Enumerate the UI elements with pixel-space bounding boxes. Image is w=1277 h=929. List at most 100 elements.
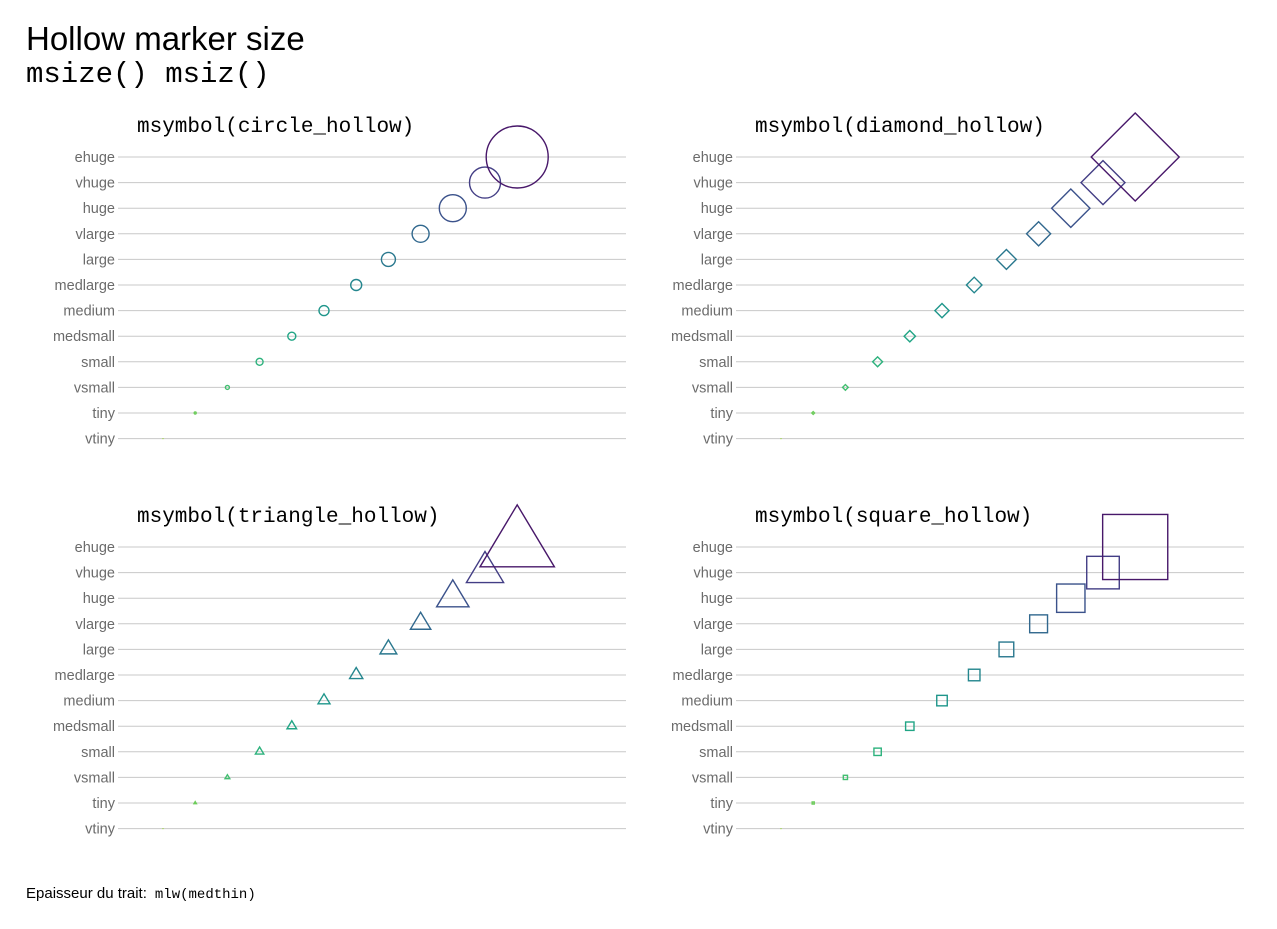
marker-tiny: [193, 411, 197, 415]
marker-vsmall: [842, 774, 849, 781]
y-tick-label: medlarge: [673, 278, 733, 294]
panel-title: msymbol(triangle_hollow): [137, 506, 440, 529]
marker-medsmall: [285, 719, 298, 730]
marker-medsmall: [904, 721, 915, 732]
circle-hollow-plot: vtiny tiny vsmall small medsmall medium medlar…: [53, 125, 626, 448]
marker-ehuge: [478, 503, 556, 568]
marker-huge: [438, 193, 467, 223]
marker-large: [378, 638, 399, 655]
y-tick-label: ehuge: [693, 540, 733, 556]
marker-vtiny: [780, 438, 782, 440]
marker-ehuge: [1090, 111, 1181, 203]
y-tick-label: tiny: [710, 796, 733, 812]
marker-small: [254, 745, 266, 755]
panel-title: msymbol(square_hollow): [755, 506, 1033, 529]
marker-large: [995, 248, 1018, 271]
y-tick-label: medlarge: [55, 668, 115, 684]
y-tick-label: large: [83, 252, 115, 268]
y-tick-label: vsmall: [74, 380, 115, 396]
y-tick-label: medium: [63, 694, 115, 710]
marker-huge: [1050, 188, 1091, 229]
marker-tiny: [810, 410, 816, 416]
marker-large: [998, 641, 1015, 658]
y-tick-label: tiny: [92, 796, 115, 812]
marker-ehuge: [485, 125, 549, 189]
marker-small: [255, 357, 264, 367]
y-tick-label: vhuge: [693, 176, 733, 192]
marker-vsmall: [224, 384, 231, 391]
y-tick-label: tiny: [710, 406, 733, 422]
y-tick-label: small: [81, 745, 115, 761]
y-tick-label: medium: [63, 304, 115, 320]
marker-ehuge: [1101, 513, 1169, 581]
y-tick-label: small: [81, 355, 115, 371]
y-tick-label: vlarge: [76, 227, 116, 243]
marker-medsmall: [903, 329, 917, 343]
y-tick-label: medsmall: [53, 329, 115, 345]
line-width-note: Epaisseur du trait: mlw(medthin): [26, 885, 256, 903]
y-tick-label: tiny: [92, 406, 115, 422]
y-tick-label: vtiny: [85, 432, 116, 448]
y-tick-label: huge: [701, 591, 733, 607]
y-tick-label: vsmall: [692, 380, 733, 396]
y-tick-label: huge: [83, 201, 115, 217]
marker-vhuge: [1080, 159, 1126, 206]
y-tick-label: ehuge: [693, 150, 733, 166]
marker-vlarge: [1025, 220, 1052, 247]
marker-medium: [933, 302, 951, 319]
marker-medium: [318, 304, 330, 317]
y-tick-label: vtiny: [85, 822, 116, 838]
marker-tiny: [811, 801, 815, 805]
line-width-code: mlw(medthin): [154, 887, 256, 903]
panel-title: msymbol(circle_hollow): [137, 116, 415, 139]
marker-medlarge: [350, 278, 363, 292]
y-tick-label: huge: [83, 591, 115, 607]
marker-vtiny: [162, 828, 164, 830]
y-tick-label: ehuge: [75, 150, 115, 166]
triangle-hollow-plot: vtiny tiny vsmall small medsmall medium medlar…: [53, 503, 626, 838]
diamond-hollow-plot: vtiny tiny vsmall small medsmall medium medlar…: [671, 111, 1244, 448]
panel-title: msymbol(diamond_hollow): [755, 116, 1045, 139]
marker-vsmall: [223, 773, 232, 780]
y-tick-label: medlarge: [55, 278, 115, 294]
square-hollow-plot: vtiny tiny vsmall small medsmall medium medlar…: [671, 513, 1244, 838]
y-tick-label: large: [83, 642, 115, 658]
panel-square-hollow: msymbol(square_hollow) vtiny tiny vsmall sm…: [618, 500, 1248, 850]
marker-medium: [316, 692, 332, 705]
panel-triangle-hollow: msymbol(triangle_hollow) vtiny tiny vsmall…: [0, 500, 630, 850]
marker-tiny: [192, 800, 198, 805]
marker-huge: [435, 578, 471, 608]
y-tick-label: medium: [681, 304, 733, 320]
chart-title: Hollow marker size: [26, 20, 305, 57]
y-tick-label: vsmall: [692, 770, 733, 786]
y-tick-label: small: [699, 355, 733, 371]
marker-medlarge: [965, 276, 983, 294]
marker-vtiny: [162, 438, 164, 440]
marker-medlarge: [967, 668, 981, 682]
marker-small: [871, 355, 884, 368]
marker-vtiny: [780, 828, 782, 830]
y-tick-label: vtiny: [703, 822, 734, 838]
marker-small: [873, 747, 882, 757]
y-tick-label: vlarge: [694, 617, 734, 633]
y-tick-label: large: [701, 252, 733, 268]
y-tick-label: vtiny: [703, 432, 734, 448]
y-tick-label: medlarge: [673, 668, 733, 684]
y-tick-label: vhuge: [75, 566, 115, 582]
line-width-label: Epaisseur du trait:: [26, 885, 147, 902]
y-tick-label: vsmall: [74, 770, 115, 786]
y-tick-label: medsmall: [671, 329, 733, 345]
y-tick-label: ehuge: [75, 540, 115, 556]
y-tick-label: huge: [701, 201, 733, 217]
y-tick-label: large: [701, 642, 733, 658]
y-tick-label: vlarge: [76, 617, 116, 633]
marker-medsmall: [287, 331, 297, 341]
y-tick-label: small: [699, 745, 733, 761]
marker-vlarge: [409, 610, 433, 630]
marker-vsmall: [841, 383, 850, 392]
panel-circle-hollow: msymbol(circle_hollow) vtiny tiny vsmall sm…: [0, 110, 630, 460]
y-tick-label: vlarge: [694, 227, 734, 243]
panel-diamond-hollow: msymbol(diamond_hollow) vtiny tiny vsmall s…: [618, 110, 1248, 460]
y-tick-label: medsmall: [671, 719, 733, 735]
marker-medium: [936, 694, 948, 707]
